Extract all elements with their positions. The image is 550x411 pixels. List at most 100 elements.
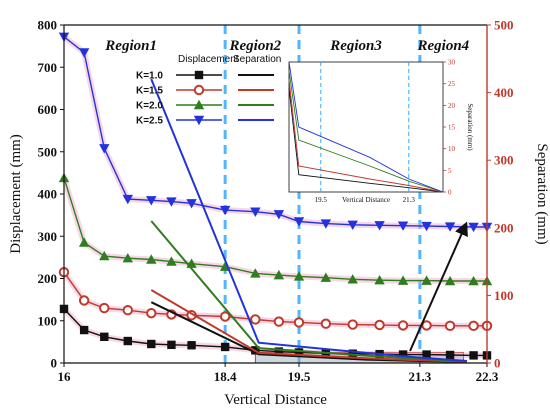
data-point (294, 348, 304, 357)
data-point (421, 221, 432, 232)
inset-y-title: Separation (mm) (466, 103, 474, 151)
separation-k-2-5 (150, 78, 467, 362)
data-point (347, 274, 358, 284)
data-point (100, 332, 109, 342)
inset-y-tick-label: 0 (448, 189, 452, 197)
data-point (397, 320, 409, 331)
data-point (78, 237, 90, 247)
data-point (347, 220, 358, 231)
data-point (469, 351, 478, 360)
data-point (146, 254, 157, 264)
data-point (122, 194, 133, 205)
data-point (250, 314, 261, 325)
legend-header-displacement: Displacement (178, 54, 239, 65)
y2-tick-label: 500 (494, 18, 514, 33)
data-point (374, 221, 385, 231)
displacement-k-2-5 (58, 32, 493, 233)
y2-tick-label: 400 (494, 85, 514, 100)
region-boundaries (223, 25, 422, 363)
data-point (78, 48, 90, 58)
inset-series-k-2-0 (288, 70, 444, 193)
inset-y-tick-label: 5 (448, 167, 452, 175)
y-tick-label: 600 (38, 102, 58, 117)
data-point (250, 268, 261, 278)
data-point (468, 275, 479, 286)
x-tick-label: 19.5 (288, 369, 311, 384)
data-point (273, 269, 285, 280)
inset-y-tick-label: 20 (448, 102, 456, 110)
inset-y-tick-label: 10 (448, 145, 456, 153)
data-point (146, 196, 157, 206)
data-point (320, 318, 332, 329)
legend-label-k-1-0: K=1.0 (136, 71, 163, 82)
data-point (220, 342, 230, 352)
data-point (219, 205, 231, 216)
data-point (78, 295, 90, 306)
y2-tick-label: 100 (494, 288, 514, 303)
legend-marker (194, 70, 204, 80)
data-point (123, 336, 132, 346)
data-point (186, 199, 197, 209)
data-point (374, 319, 385, 331)
x-tick-label: 18.4 (214, 369, 237, 384)
y-tick-label: 500 (38, 144, 58, 159)
x-tick-label: 16 (58, 369, 72, 384)
inset-y-tick-label: 25 (448, 80, 456, 88)
data-point (421, 275, 432, 285)
y2-tick-label: 200 (494, 220, 514, 235)
y-tick-label: 0 (51, 356, 58, 371)
region-label-3: Region3 (329, 38, 382, 54)
data-point (445, 350, 455, 360)
inset-series-k-1-0 (288, 87, 444, 193)
data-point (79, 325, 89, 335)
inset-x-tick-label: 19.5 (315, 196, 328, 204)
legend-label-k-2-0: K=2.0 (136, 101, 163, 112)
data-point (166, 256, 177, 266)
data-point (398, 350, 408, 359)
data-point (397, 221, 409, 231)
y-tick-label: 400 (38, 187, 58, 202)
data-point (468, 320, 479, 332)
legend-marker (193, 115, 205, 126)
region-label-2: Region2 (229, 38, 282, 54)
inset-y-tick-label: 30 (448, 59, 456, 67)
data-point (274, 347, 284, 356)
y2-tick-label: 0 (494, 356, 501, 371)
zoom-arrow-line (409, 221, 468, 352)
data-point (167, 340, 176, 350)
legend-label-k-2-5: K=2.5 (136, 116, 163, 127)
data-point (99, 250, 110, 261)
data-point (293, 217, 305, 227)
data-point (444, 275, 456, 286)
region-label-1: Region1 (104, 38, 157, 54)
data-point (147, 339, 156, 349)
data-point (273, 210, 285, 220)
data-point (374, 274, 385, 285)
y-tick-label: 700 (38, 60, 58, 75)
data-point (219, 311, 231, 322)
data-point (293, 317, 305, 328)
data-point (122, 253, 133, 263)
data-point (444, 222, 456, 232)
legend-header-separation: Separation (233, 54, 281, 65)
data-point (320, 219, 332, 229)
y2-axis-title: Separation (mm) (534, 143, 550, 244)
y-tick-label: 100 (38, 313, 58, 328)
separation-k-1-5 (150, 289, 467, 363)
region-labels: Region1 Region2 Region3 Region4 (104, 38, 469, 54)
data-point (99, 302, 110, 314)
data-point (422, 350, 431, 359)
data-point (397, 275, 409, 285)
inset-plot: 0 5 10 15 20 25 30 19.5 21.3 Vertical Distance Sep… (288, 59, 474, 204)
data-point (99, 144, 110, 154)
inset-x-tick-label: 21.3 (403, 196, 416, 204)
legend-marker (193, 99, 205, 110)
y-tick-label: 800 (38, 18, 58, 33)
data-point (444, 320, 456, 332)
x-tick-label: 22.3 (476, 369, 499, 384)
data-point (293, 271, 305, 281)
axes: 16 18.4 19.5 21.3 22.30100200300400500600700… (8, 18, 550, 409)
data-point (320, 272, 332, 282)
